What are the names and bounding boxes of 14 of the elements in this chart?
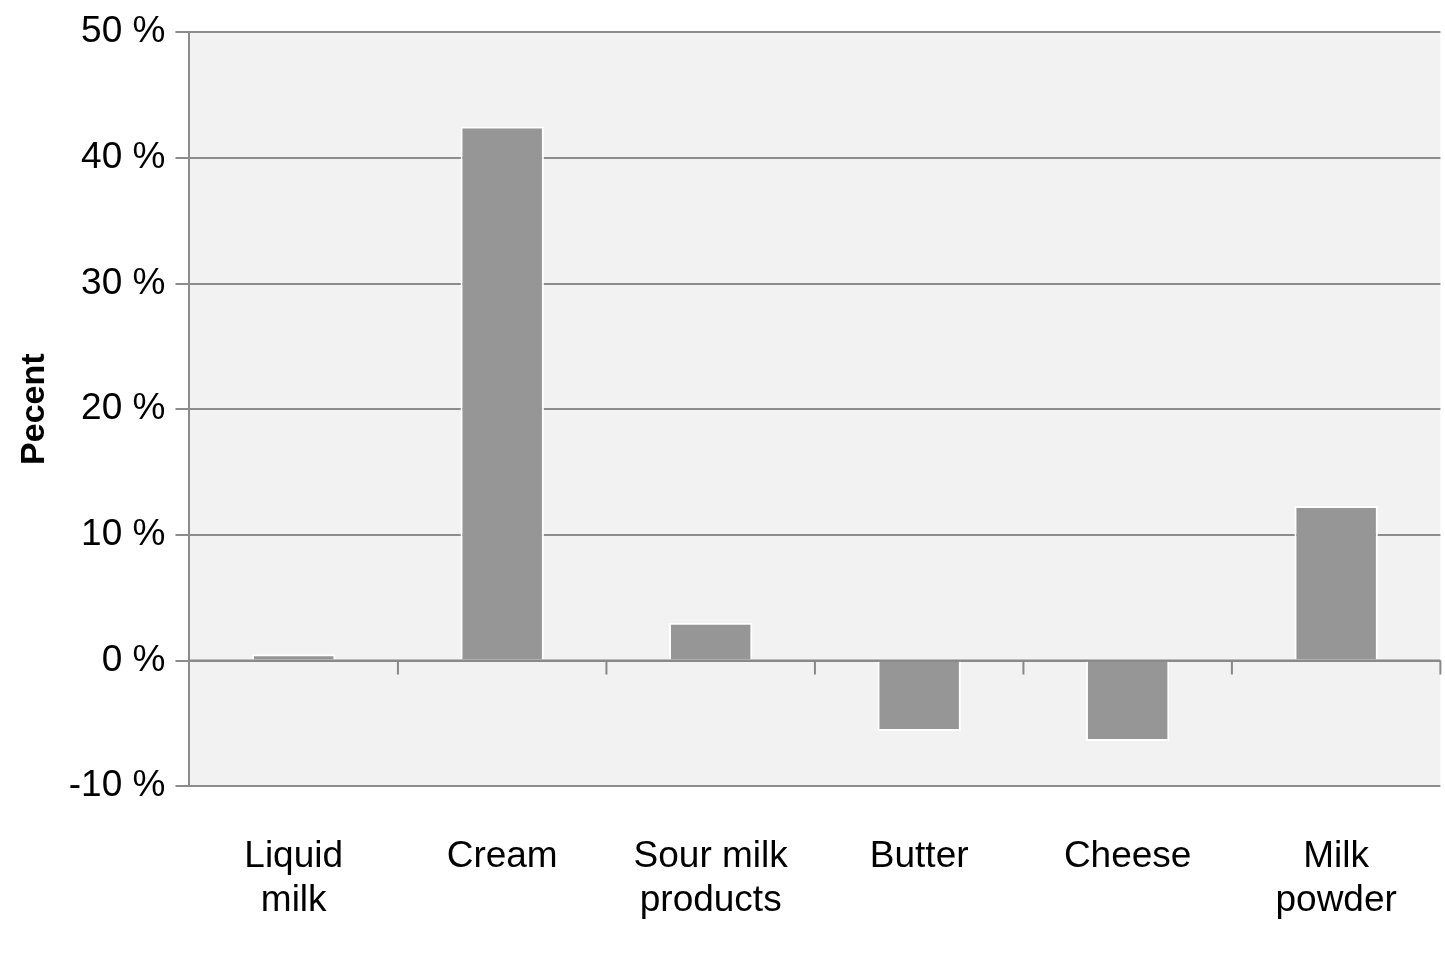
y-tick-label: 0 % xyxy=(101,637,166,679)
y-tick-label: -10 % xyxy=(68,763,166,805)
y-tick-label: 40 % xyxy=(81,135,166,177)
y-tick-label: 50 % xyxy=(81,9,166,51)
y-tick-label: 30 % xyxy=(81,260,166,302)
x-tick-label: Milk powder xyxy=(1275,833,1397,919)
x-tick-label: Sour milk products xyxy=(633,833,789,919)
x-tick-label: Liquid milk xyxy=(244,833,344,919)
x-tick-label: Cheese xyxy=(1063,833,1192,875)
x-tick-label: Butter xyxy=(869,833,969,875)
y-axis-title: Pecent xyxy=(12,353,51,465)
x-tick-label: Cream xyxy=(446,833,558,875)
y-tick-label: 20 % xyxy=(81,386,166,428)
y-tick-label: 10 % xyxy=(81,512,166,554)
